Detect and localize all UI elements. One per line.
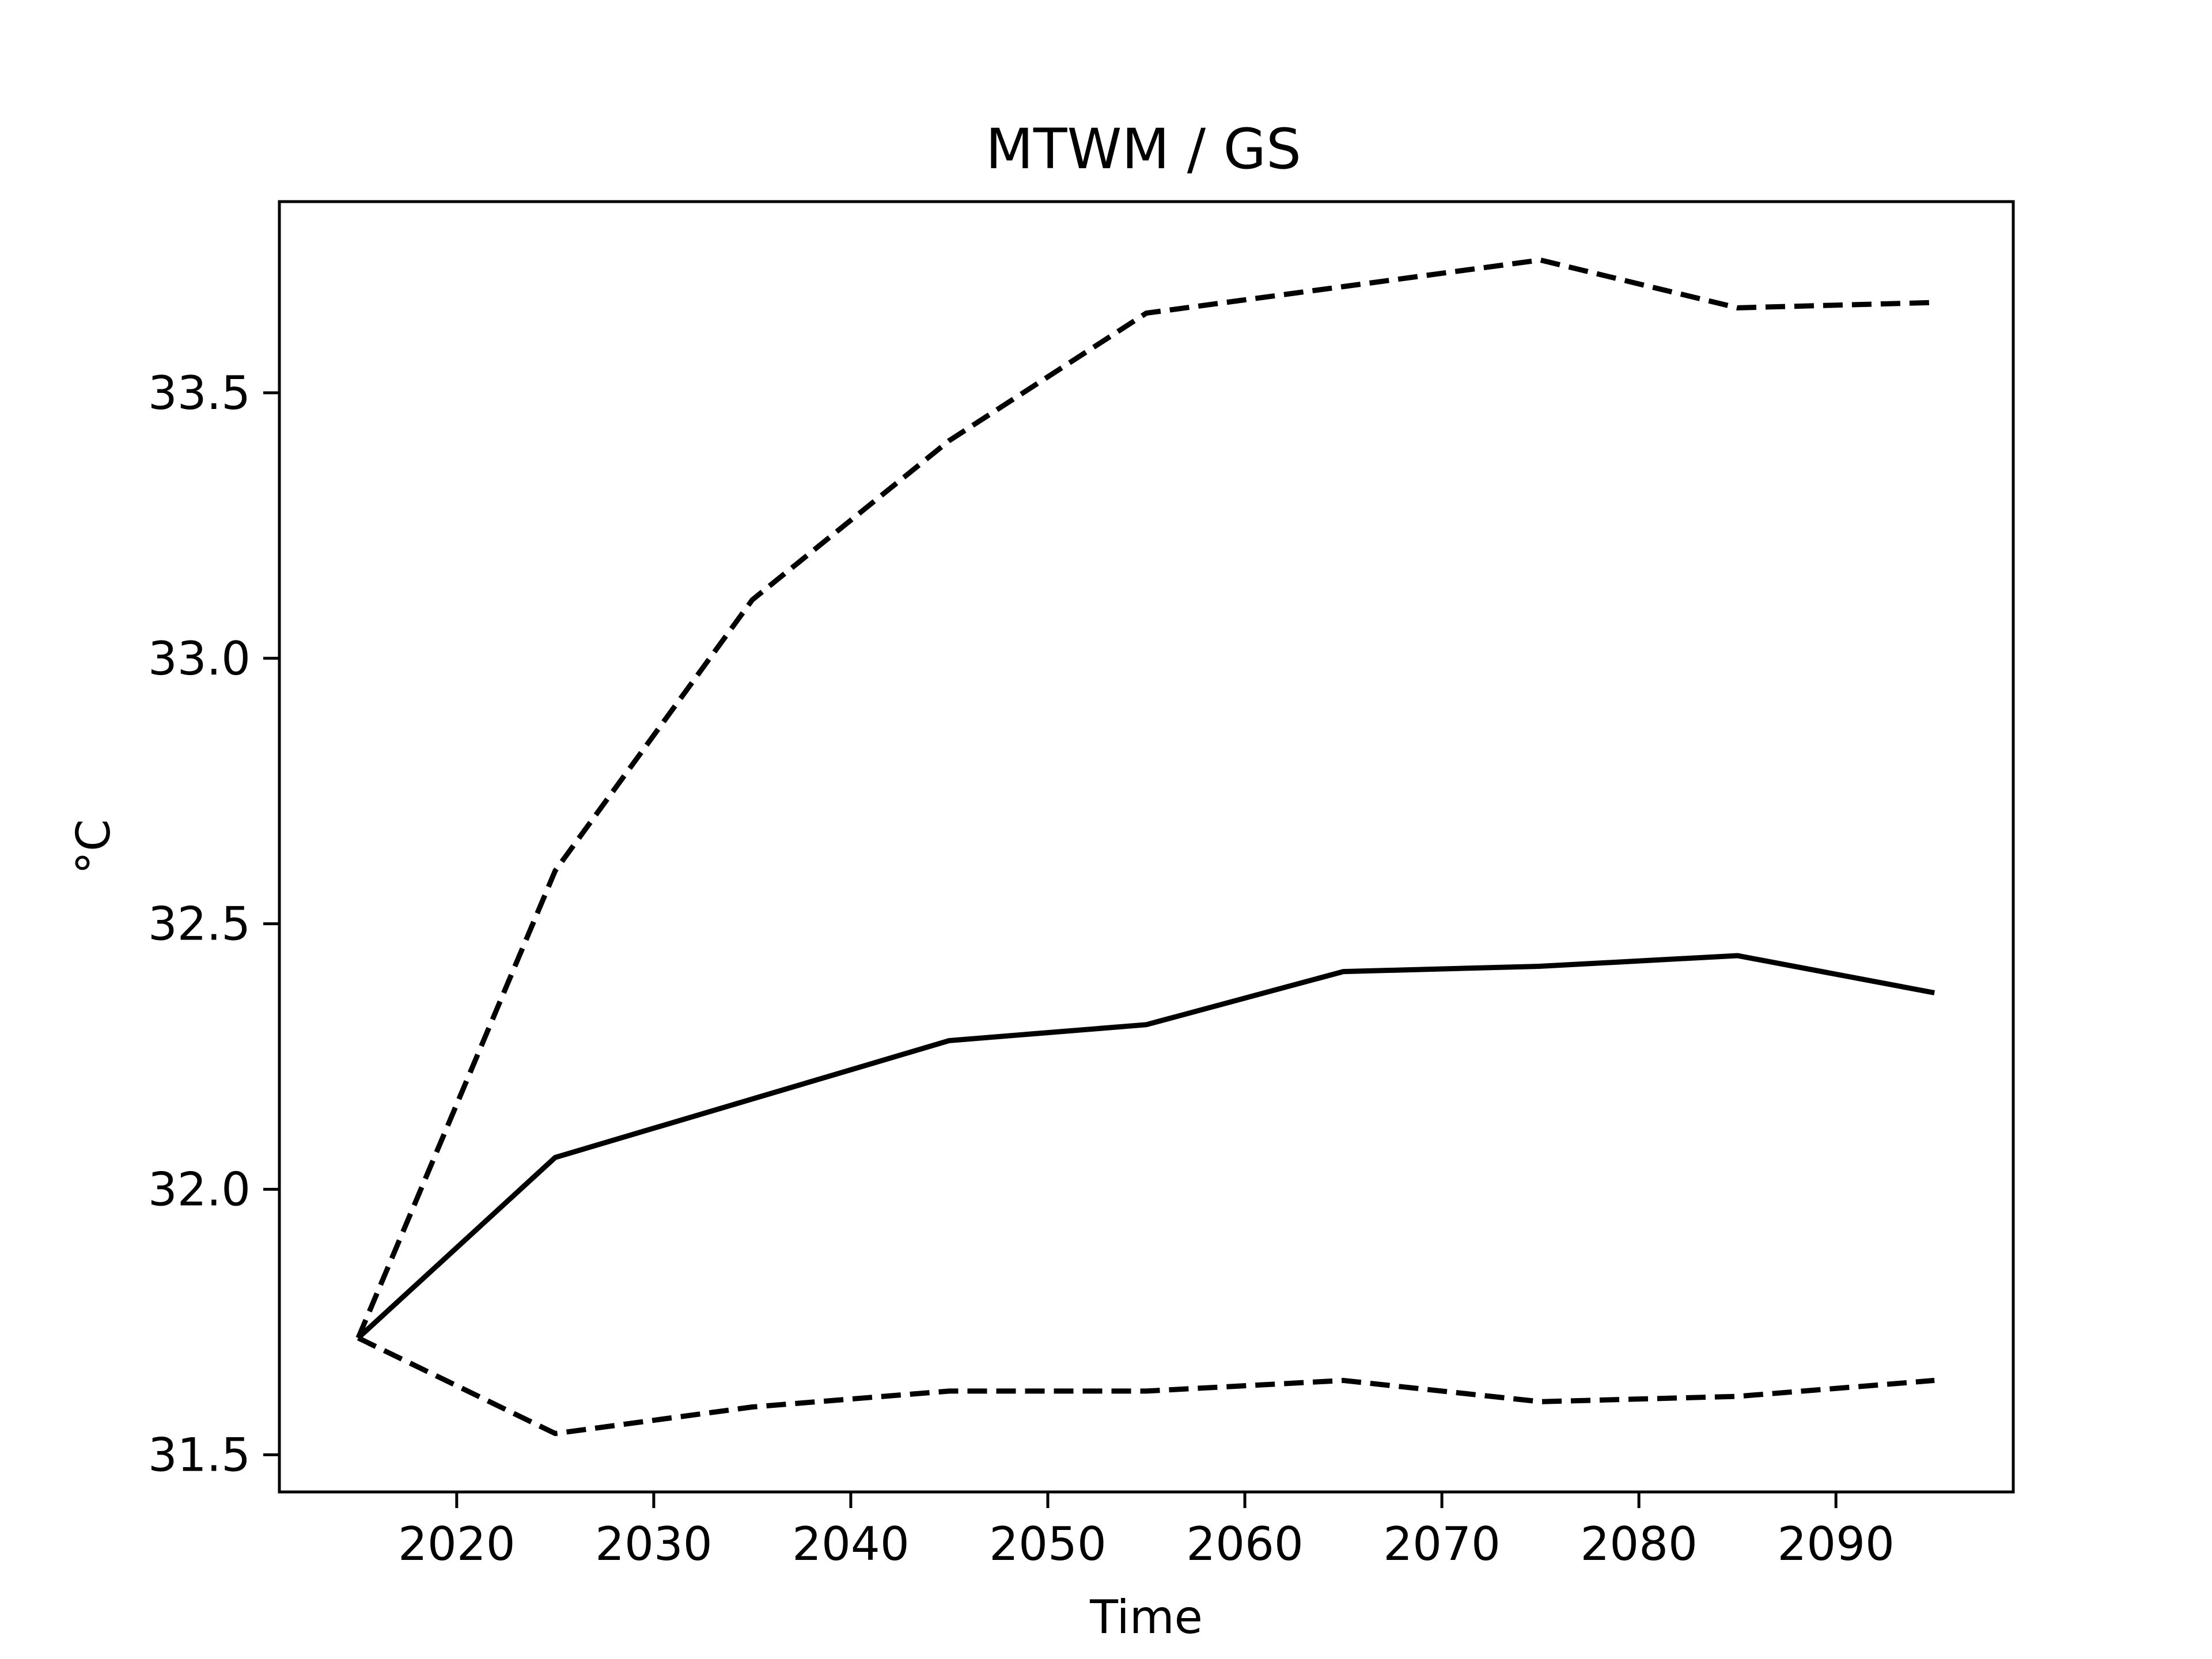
y-tick-label: 33.0 <box>148 632 251 685</box>
series-line-1 <box>356 953 1936 1340</box>
y-axis-label: °C <box>67 819 120 874</box>
y-axis-ticks: 31.5 32.0 32.5 33.0 33.5 <box>148 366 279 1482</box>
x-axis-ticks: 2020 2030 2040 2050 2060 2070 2080 2090 <box>398 1492 1895 1571</box>
x-tick-label: 2040 <box>792 1517 910 1571</box>
x-tick-label: 2060 <box>1186 1517 1304 1571</box>
series-layer <box>355 257 1936 1437</box>
x-tick-label: 2080 <box>1580 1517 1698 1571</box>
y-tick-label: 32.0 <box>148 1163 251 1217</box>
x-tick-label: 2030 <box>595 1517 713 1571</box>
x-tick-label: 2090 <box>1777 1517 1895 1571</box>
series-line-2 <box>355 257 1935 1339</box>
y-tick-label: 33.5 <box>148 366 251 420</box>
chart-title: MTWM / GS <box>986 117 1301 181</box>
y-tick-label: 32.5 <box>148 897 251 951</box>
x-tick-label: 2070 <box>1383 1517 1501 1571</box>
x-tick-label: 2050 <box>989 1517 1107 1571</box>
plot-frame <box>278 200 2015 1494</box>
series-line-3 <box>357 1335 1935 1437</box>
x-tick-label: 2020 <box>398 1517 516 1571</box>
x-axis-label: Time <box>1089 1590 1203 1644</box>
y-tick-label: 31.5 <box>148 1428 251 1482</box>
